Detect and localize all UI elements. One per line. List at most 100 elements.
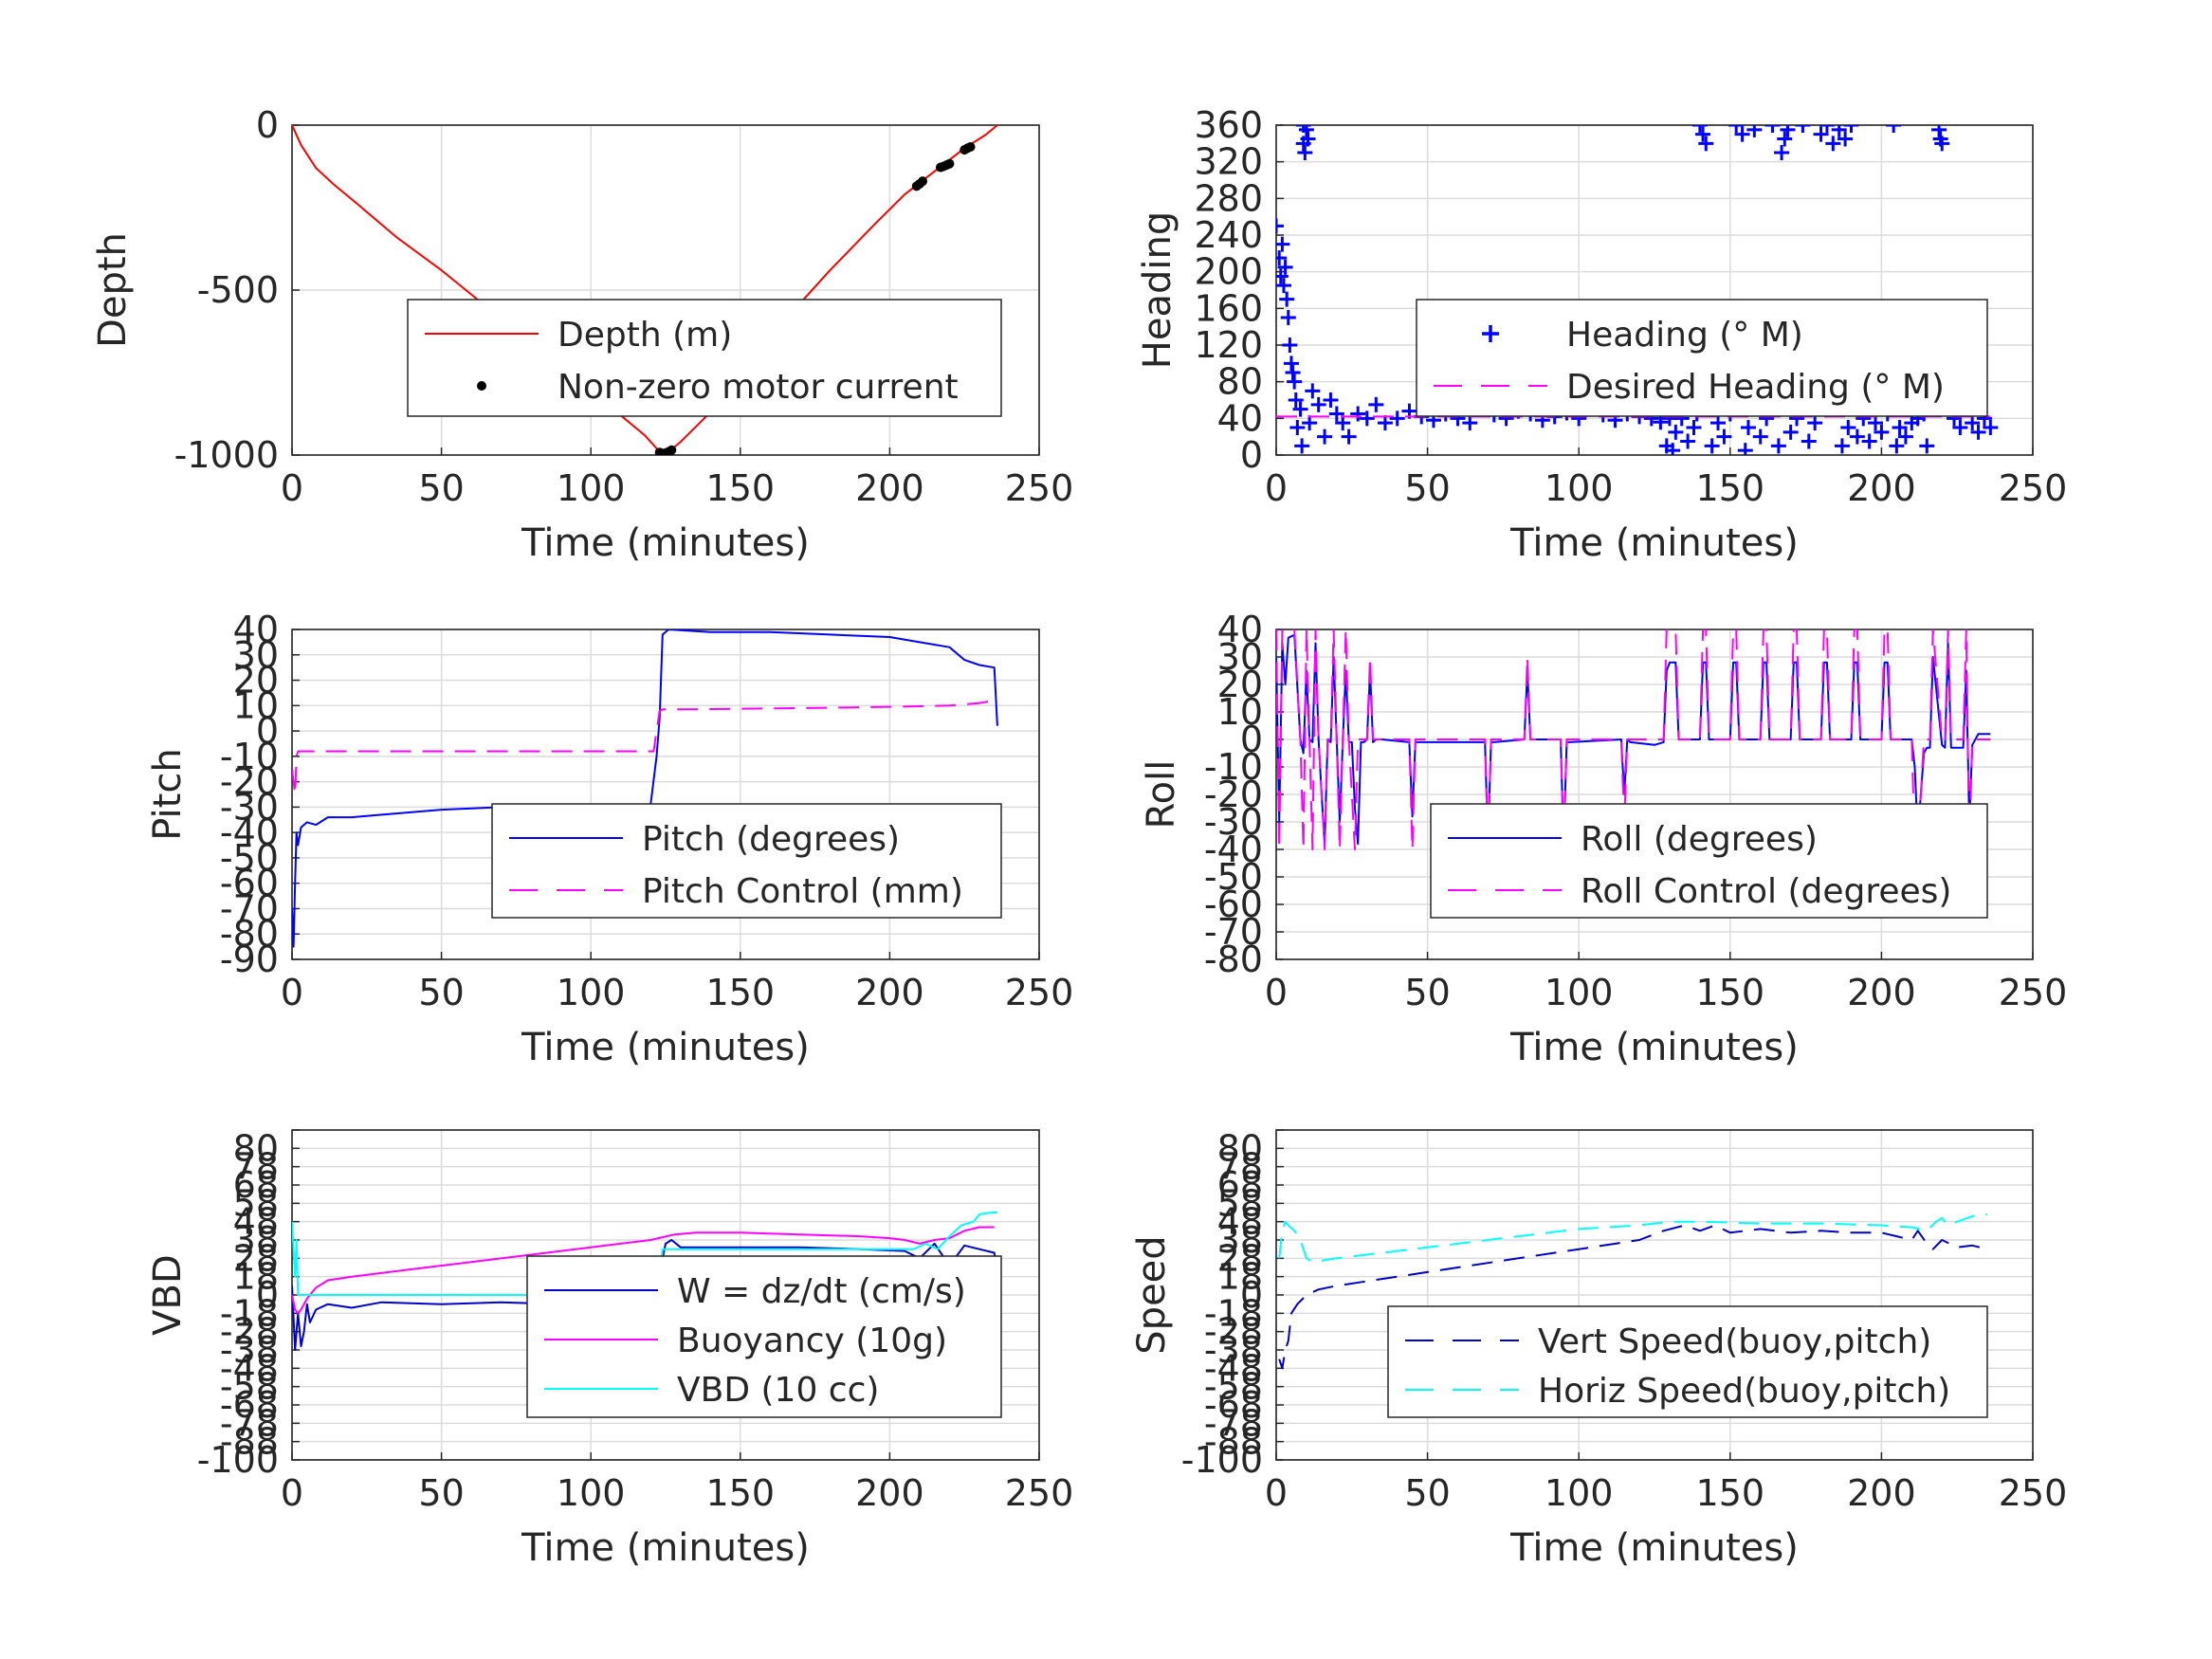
y-tick-label: -60 [220,863,279,904]
legend-label: Pitch Control (mm) [642,872,963,911]
y-tick-label: 80 [233,1127,279,1169]
x-tick-label: 50 [418,1472,464,1514]
y-tick-label: 18 [233,1256,279,1298]
panel-roll: 0 50 100 150 200 250-80-70-60-50-40-30-20-100… [1140,609,2067,1069]
data-point-plus [1874,424,1890,440]
data-point-plus [1323,392,1339,408]
panel-speed: 0 50 100 150 200 250 -100-88-78-68-58-48-38-28… [1130,1127,2067,1570]
x-tick-label: 0 [281,972,303,1013]
y-tick-label: 18 [1217,1256,1263,1298]
panel-heading: 0 50 100 150 200 2500408012016020024028032036… [1136,104,2067,565]
x-axis-label: Time (minutes) [521,1526,810,1570]
x-tick-label: 200 [1847,1472,1916,1514]
data-point-plus [1282,337,1298,353]
x-tick-label: 0 [1265,972,1288,1013]
y-tick-label: -78 [1204,1402,1263,1444]
x-tick-label: 250 [1999,1472,2068,1514]
data-point-plus [1952,420,1968,435]
data-point-plus [1276,278,1291,294]
data-point-plus [1849,428,1865,445]
data-point-plus [1931,125,1947,137]
y-tick-label: -38 [1204,1329,1263,1371]
y-tick-label: 80 [1217,361,1263,403]
data-point-plus [1795,125,1811,133]
data-point-plus [1335,415,1351,431]
legend-label: Roll Control (degrees) [1581,872,1951,911]
x-axis-label: Time (minutes) [521,1026,810,1069]
data-point-plus [1305,383,1321,399]
data-point-plus [1389,410,1405,427]
data-point-plus [1983,420,1999,435]
data-point-plus [1277,259,1293,275]
y-axis-label: Speed [1130,1235,1174,1354]
data-point-plus [1310,396,1326,412]
legend-swatch-plus [1482,325,1499,342]
y-tick-label: -30 [1204,801,1263,843]
y-tick-label: -100 [197,1439,279,1481]
y-tick-label: 240 [1194,214,1263,256]
x-axis-label: Time (minutes) [1509,521,1799,565]
data-point-plus [1716,428,1732,445]
data-point-plus [1695,126,1711,142]
legend-box [407,299,1002,417]
data-point-plus [1919,438,1935,454]
x-tick-label: 50 [1404,1472,1450,1514]
x-tick-label: 200 [855,467,924,509]
data-point-plus [1740,420,1756,435]
data-point-plus [1737,443,1753,455]
data-point-dot [918,176,928,187]
y-tick-label: 0 [1240,1274,1263,1316]
y-tick-label: 28 [233,1237,279,1279]
x-tick-label: 100 [1545,467,1614,509]
data-point-plus [1341,428,1357,445]
y-tick-label: 20 [233,660,279,702]
data-point-plus [1276,236,1290,252]
y-tick-label: -20 [220,761,279,803]
panel-vbd: 0 50 100 150 200 250 -100-88-78-68-58-48-38-28… [146,1127,1073,1570]
y-tick-label: 48 [233,1201,279,1243]
y-tick-label: 200 [1194,251,1263,293]
legend-label: VBD (10 cc) [677,1371,879,1410]
legend-box [1416,299,1988,417]
data-point-plus [1837,131,1854,147]
data-point-plus [1350,406,1366,422]
y-tick-label: -88 [220,1421,279,1463]
y-tick-label: 360 [1194,104,1263,146]
x-tick-label: 250 [1005,972,1074,1013]
data-point-plus [1728,125,1745,133]
x-tick-label: 250 [1005,467,1074,509]
legend-label: Pitch (degrees) [642,820,900,859]
y-tick-label: -20 [1204,774,1263,815]
y-tick-label: 320 [1194,141,1263,183]
data-point-plus [1653,414,1669,430]
x-tick-label: 150 [1696,467,1765,509]
y-tick-label: 78 [1217,1146,1263,1188]
legend-label: Desired Heading (° M) [1566,368,1945,407]
x-tick-label: 200 [855,972,924,1013]
data-point-plus [1777,131,1793,147]
y-tick-label: 40 [233,609,279,650]
data-point-plus [1934,136,1950,152]
x-tick-label: 50 [1404,467,1450,509]
x-tick-label: 100 [1545,972,1614,1013]
y-tick-label: -18 [1204,1292,1263,1334]
data-point-plus [1668,424,1684,440]
y-tick-label: 78 [233,1146,279,1188]
y-tick-label: 80 [1217,1127,1263,1169]
x-tick-label: 50 [418,972,464,1013]
y-tick-label: 28 [1217,1237,1263,1279]
y-tick-label: -100 [1181,1439,1263,1481]
data-point-plus [1746,125,1763,137]
data-point-plus [1276,218,1284,234]
y-tick-label: -70 [220,887,279,929]
y-tick-label: -78 [220,1402,279,1444]
data-point-plus [1368,396,1384,412]
series-buoyancy-10g-line [292,1226,995,1315]
data-point-plus [1840,420,1856,435]
data-point-plus [1691,125,1708,133]
data-point-plus [1462,415,1478,431]
y-tick-label: -58 [220,1366,279,1408]
y-tick-label: 68 [1217,1164,1263,1206]
y-tick-label: 30 [233,634,279,676]
